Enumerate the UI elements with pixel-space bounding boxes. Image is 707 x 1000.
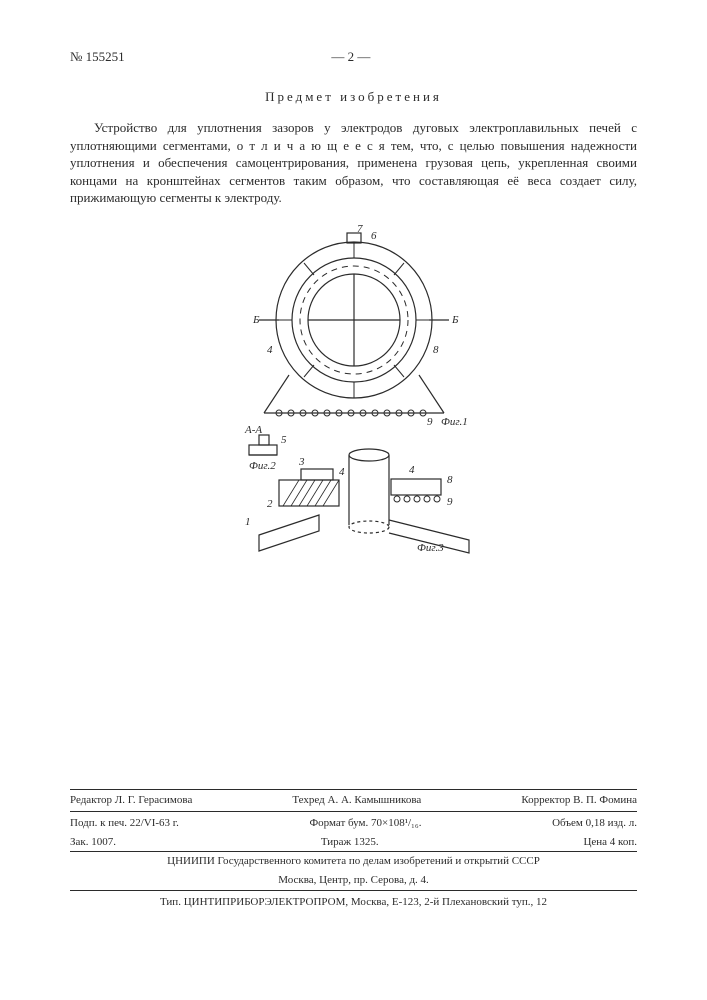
section-title: Предмет изобретения xyxy=(70,88,637,106)
label-7: 7 xyxy=(357,225,363,235)
label-9b: 9 xyxy=(447,496,453,508)
corrector: Корректор В. П. Фомина xyxy=(521,793,637,808)
label-6: 6 xyxy=(371,230,377,242)
staff-line: Редактор Л. Г. Герасимова Техред А. А. К… xyxy=(70,789,637,812)
label-bb-left: Б xyxy=(252,314,260,326)
label-1: 1 xyxy=(245,516,251,528)
label-8a: 8 xyxy=(433,344,439,356)
label-4c: 4 xyxy=(409,464,415,476)
techred: Техред А. А. Камышникова xyxy=(292,793,421,808)
label-4a: 4 xyxy=(267,344,273,356)
footer: Редактор Л. Г. Герасимова Техред А. А. К… xyxy=(70,789,637,910)
label-2: 2 xyxy=(267,498,273,510)
claim-paragraph: Устройство для уплотнения зазоров у элек… xyxy=(70,119,637,207)
label-8b: 8 xyxy=(447,474,453,486)
org-line: ЦНИИПИ Государственного комитета по дела… xyxy=(70,852,637,871)
label-4b: 4 xyxy=(339,466,345,478)
colophon-row-2: Зак. 1007. Тираж 1325. Цена 4 коп. xyxy=(70,833,637,853)
label-3: 3 xyxy=(298,456,305,468)
page-header: № 155251 — 2 — xyxy=(70,48,637,66)
header-spacer xyxy=(577,48,637,66)
address: Москва, Центр, пр. Серова, д. 4. xyxy=(70,871,637,891)
fig3-label: Фиг.3 xyxy=(417,542,444,554)
order-no: Зак. 1007. xyxy=(70,835,116,850)
format: Формат бум. 70×108¹/₁₆. xyxy=(309,816,421,831)
printer-line: Тип. ЦИНТИПРИБОРЭЛЕКТРОПРОМ, Москва, Е-1… xyxy=(70,891,637,910)
editor: Редактор Л. Г. Герасимова xyxy=(70,793,192,808)
fig1-label: Фиг.1 xyxy=(441,416,468,428)
label-aa: А-А xyxy=(244,424,262,436)
doc-number: № 155251 xyxy=(70,48,125,66)
colophon-row-1: Подп. к печ. 22/VI-63 г. Формат бум. 70×… xyxy=(70,814,637,833)
tirazh: Тираж 1325. xyxy=(321,835,379,850)
label-5: 5 xyxy=(281,434,287,446)
page-number: — 2 — xyxy=(331,48,370,66)
page: № 155251 — 2 — Предмет изобретения Устро… xyxy=(0,0,707,585)
volume: Объем 0,18 изд. л. xyxy=(552,816,637,831)
price: Цена 4 коп. xyxy=(583,835,637,850)
label-9a: 9 xyxy=(427,416,433,428)
fig2-label: Фиг.2 xyxy=(249,460,276,472)
print-date: Подп. к печ. 22/VI-63 г. xyxy=(70,816,179,831)
patent-figure: 7 6 Б Б 4 8 9 Фиг.1 А-А 5 Фиг.2 xyxy=(209,225,499,555)
label-bb-right: Б xyxy=(451,314,459,326)
